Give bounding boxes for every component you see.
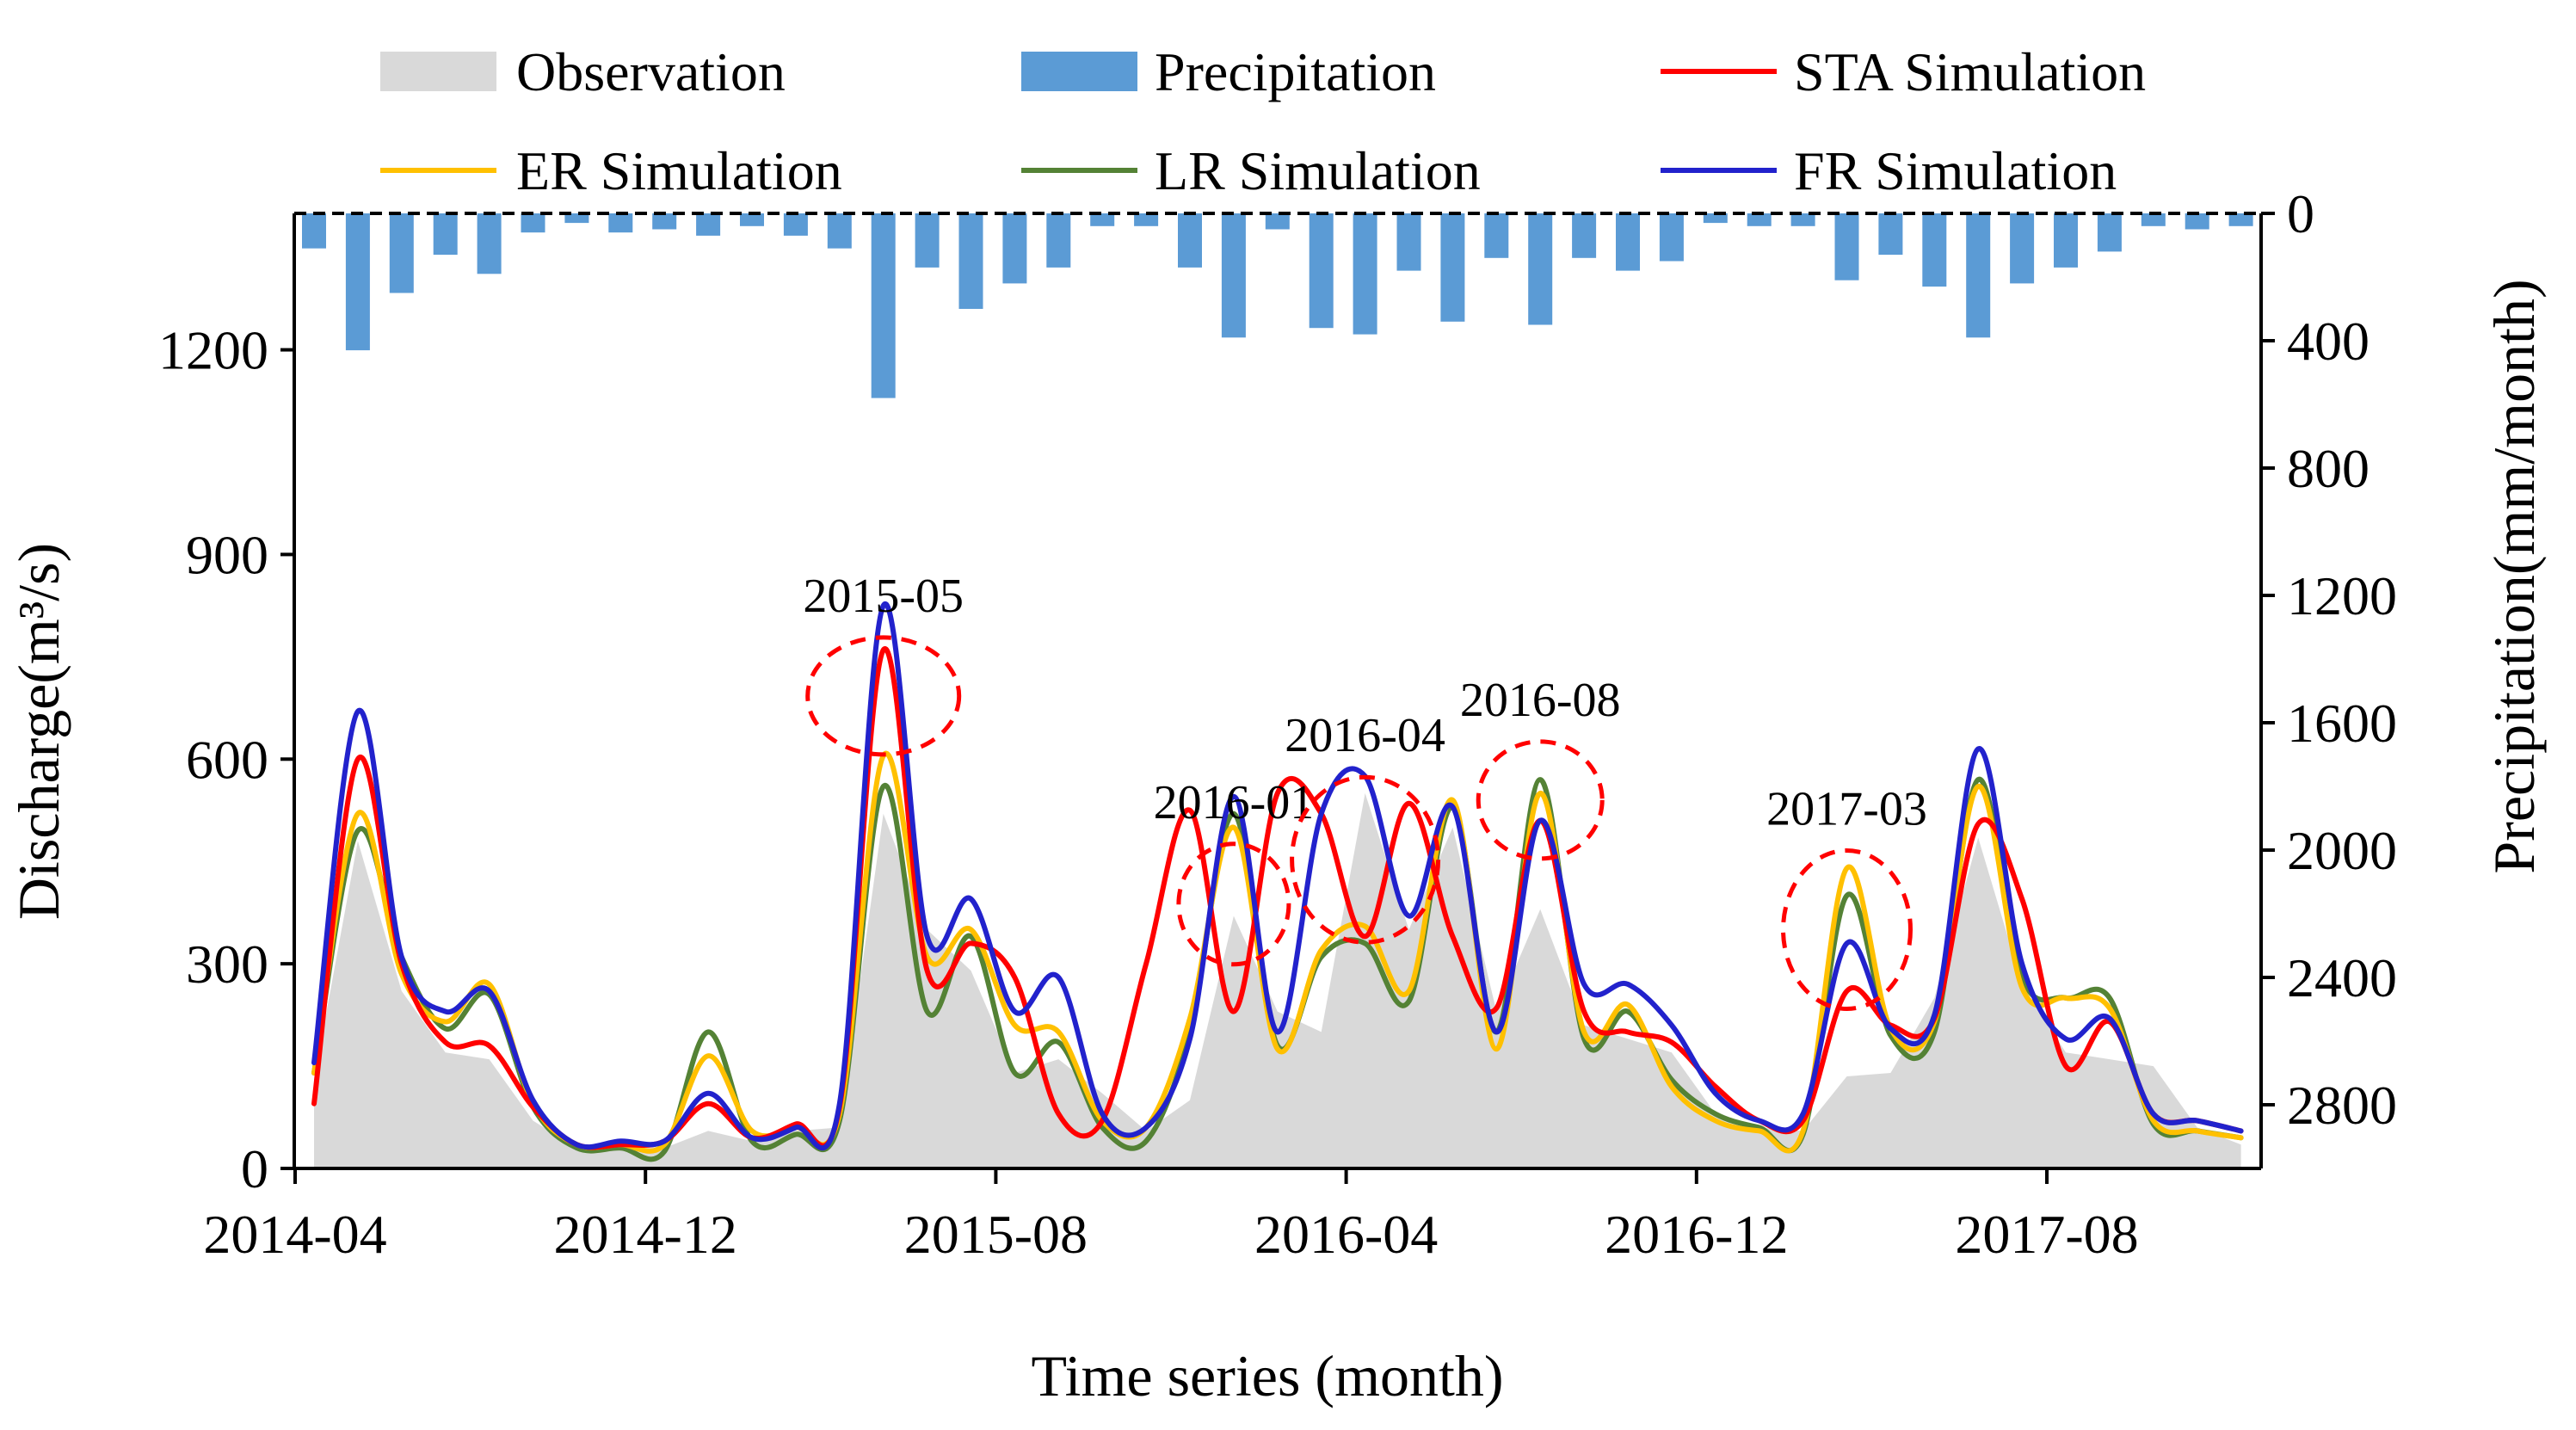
precipitation-bar (1440, 213, 1465, 322)
precipitation-bar (345, 213, 370, 351)
axes-frame (293, 212, 2263, 1170)
precipitation-bar (1528, 213, 1553, 325)
precipitation-bar (433, 213, 458, 256)
precipitation-bar (2010, 213, 2035, 284)
precipitation-bar (1572, 213, 1597, 258)
precipitation-bar (1353, 213, 1377, 335)
left-axis-ticks: 0 300 600 900 1200 (158, 320, 294, 1199)
annotation-label: 2016-08 (1460, 674, 1621, 727)
precipitation-bar (1221, 213, 1246, 338)
precipitation-bar (1134, 213, 1159, 226)
annotation-circle (805, 635, 962, 757)
precipitation-bar (958, 213, 983, 309)
legend-label-er: ER Simulation (516, 140, 842, 201)
x-tick-label: 2015-08 (904, 1204, 1088, 1265)
annotation-circle (1476, 739, 1605, 861)
right-tick-label: 2800 (2287, 1075, 2397, 1136)
right-axis-ticks: 0 400 800 1200 1600 2000 2400 2800 (2261, 183, 2397, 1136)
series-line-fr (311, 601, 2244, 1151)
right-tick-label: 1200 (2287, 565, 2397, 626)
precipitation-bar (1703, 213, 1728, 224)
y-axis-title-left: Discharge(m³/s) (6, 543, 71, 920)
annotation-label: 2016-01 (1154, 776, 1315, 829)
annotation-circle (1176, 841, 1291, 967)
annotation-label: 2016-04 (1285, 709, 1445, 762)
x-tick-label: 2016-12 (1605, 1204, 1788, 1265)
legend-swatch-observation (380, 52, 496, 91)
precipitation-bar (1747, 213, 1772, 226)
x-tick-label: 2017-08 (1955, 1204, 2138, 1265)
precipitation-bar (1966, 213, 1991, 338)
precipitation-bar (2054, 213, 2078, 268)
precipitation-bar (827, 213, 852, 249)
simulation-lines-layer (311, 601, 2244, 1162)
precipitation-bar (740, 213, 764, 226)
precipitation-bar (302, 213, 326, 249)
annotation-circle (1781, 848, 1913, 1011)
legend: Observation Precipitation STA Simulation… (380, 41, 2146, 201)
observation-area-layer (314, 792, 2241, 1168)
left-tick-label: 1200 (158, 320, 268, 381)
right-tick-label: 0 (2287, 183, 2314, 244)
y-axis-title-right: Precipitation(mm/month) (2481, 279, 2547, 873)
left-tick-label: 900 (186, 524, 268, 585)
right-tick-label: 2400 (2287, 947, 2397, 1008)
precipitation-bar (1265, 213, 1290, 230)
right-tick-label: 2000 (2287, 820, 2397, 881)
precipitation-bar (1309, 213, 1334, 329)
right-tick-label: 400 (2287, 311, 2370, 372)
precipitation-bar (1090, 213, 1115, 226)
x-tick-label: 2016-04 (1254, 1204, 1438, 1265)
legend-label-sta: STA Simulation (1794, 41, 2146, 102)
right-tick-label: 800 (2287, 438, 2370, 499)
precipitation-bar (2228, 213, 2253, 226)
precipitation-bar (1659, 213, 1684, 262)
legend-label-fr: FR Simulation (1794, 140, 2117, 201)
legend-label-lr: LR Simulation (1155, 140, 1481, 201)
left-tick-label: 0 (241, 1138, 268, 1199)
annotations-layer: 2015-05 2016-01 2016-04 2016-08 2017-03 (803, 570, 1927, 1011)
annotation-label: 2017-03 (1766, 783, 1927, 836)
precipitation-bar (652, 213, 677, 230)
precipitation-bar (915, 213, 940, 268)
x-axis-ticks: 2014-04 2014-12 2015-08 2016-04 2016-12 2017-… (203, 1168, 2139, 1265)
legend-label-precipitation: Precipitation (1155, 41, 1436, 102)
precipitation-bar (1046, 213, 1071, 268)
annotation-label: 2015-05 (803, 570, 964, 623)
precipitation-bar (1878, 213, 1903, 256)
legend-label-observation: Observation (516, 41, 786, 102)
x-tick-label: 2014-12 (554, 1204, 737, 1265)
left-tick-label: 600 (186, 729, 268, 790)
precipitation-bar (696, 213, 721, 236)
x-tick-label: 2014-04 (203, 1204, 386, 1265)
precipitation-bar (1002, 213, 1027, 284)
precipitation-bar (1790, 213, 1815, 226)
precipitation-bar (1834, 213, 1859, 280)
annotation-circle (1290, 774, 1441, 945)
precipitation-bar (1178, 213, 1202, 268)
precipitation-bar (389, 213, 414, 293)
right-tick-label: 1600 (2287, 693, 2397, 754)
precipitation-bar (521, 213, 545, 233)
precipitation-bar (2185, 213, 2209, 230)
precipitation-bars-layer (302, 213, 2253, 398)
precipitation-bar (564, 213, 589, 224)
precipitation-bar (871, 213, 896, 398)
precipitation-bar (1922, 213, 1947, 287)
precipitation-bar (608, 213, 633, 233)
precipitation-bar (1616, 213, 1640, 271)
left-tick-label: 300 (186, 934, 268, 995)
precipitation-bar (783, 213, 808, 236)
precipitation-bar (2097, 213, 2122, 252)
precipitation-bar (2141, 213, 2166, 226)
x-axis-title: Time series (month) (1031, 1343, 1503, 1408)
precipitation-bar (1396, 213, 1421, 271)
precipitation-bar (1484, 213, 1509, 258)
observation-area (314, 792, 2241, 1168)
precipitation-bar (477, 213, 502, 274)
legend-swatch-precipitation (1021, 52, 1137, 91)
